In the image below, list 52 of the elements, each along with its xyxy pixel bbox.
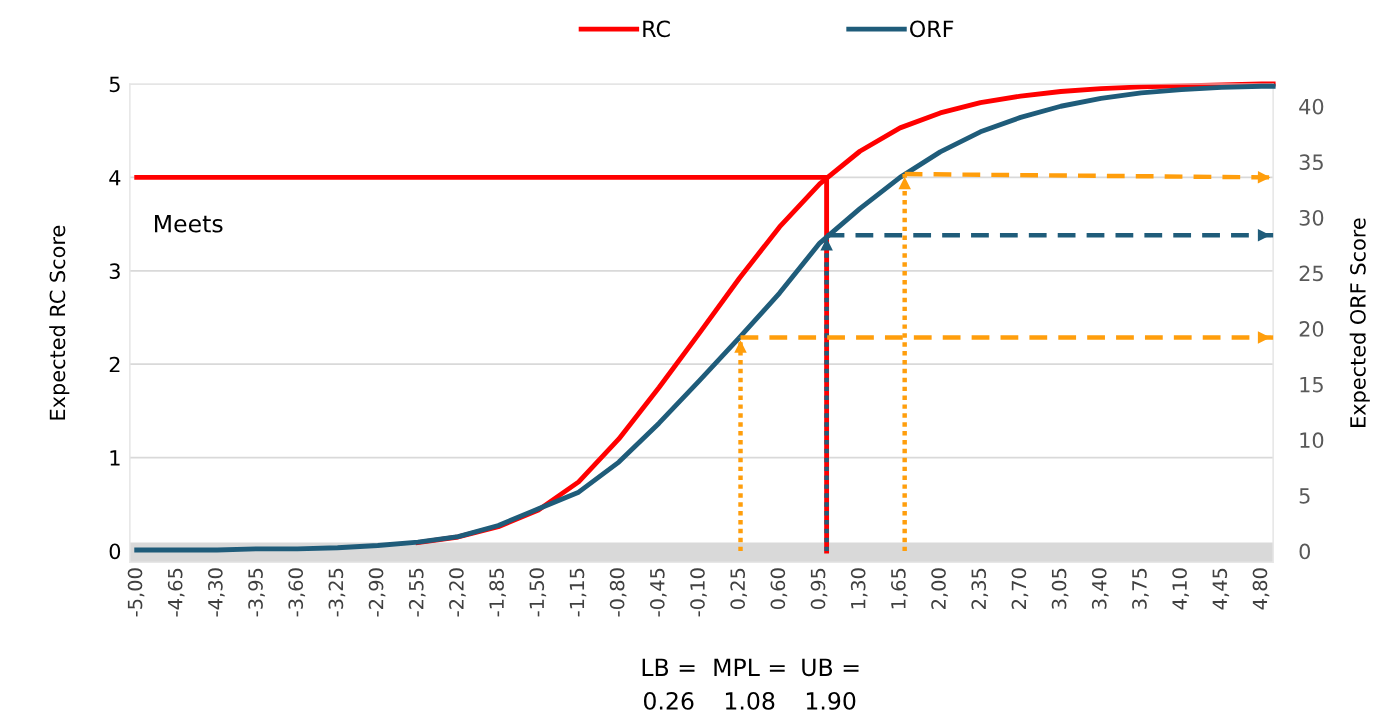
y-tick-label: 3 bbox=[109, 263, 120, 280]
x-tick-label: 2,70 bbox=[1011, 568, 1029, 609]
x-tick-label: 1,30 bbox=[850, 568, 868, 609]
y-tick-label: 5 bbox=[109, 76, 120, 93]
x-tick-label: -2,90 bbox=[368, 568, 386, 617]
y-tick-label: 1 bbox=[110, 450, 120, 466]
x-tick-label: 0,60 bbox=[770, 568, 788, 610]
y2-tick-label: 15 bbox=[1300, 376, 1323, 393]
text: LB = 0.26 bbox=[642, 658, 695, 710]
x-tick-label: 0,25 bbox=[730, 568, 747, 610]
y2-tick-label: 40 bbox=[1299, 98, 1324, 115]
y-axis-title: Expected RC Score bbox=[49, 225, 70, 420]
x-tick-label: -2,55 bbox=[408, 568, 426, 617]
text: UB = 1.90 bbox=[802, 658, 859, 710]
x-tick-label: -3,25 bbox=[328, 568, 346, 617]
x-tick-label: -4,65 bbox=[167, 568, 185, 617]
legend-label: ORF bbox=[910, 20, 954, 38]
x-tick-label: 3,40 bbox=[1091, 568, 1109, 609]
x-tick-label: 1,65 bbox=[891, 568, 908, 609]
y2-tick-label: 5 bbox=[1299, 488, 1310, 504]
x-tick-label: -0,80 bbox=[609, 568, 627, 617]
x-tick-label: -5,00 bbox=[127, 568, 145, 617]
y-tick-label: 0 bbox=[109, 543, 121, 560]
x-tick-label: 4,10 bbox=[1172, 568, 1189, 610]
x-tick-label: 4,45 bbox=[1212, 568, 1230, 610]
x-tick-label: 3,05 bbox=[1051, 568, 1069, 609]
y-tick-label: 2 bbox=[109, 356, 120, 373]
y2-tick-label: 35 bbox=[1299, 154, 1323, 171]
x-tick-label: -4,30 bbox=[208, 568, 225, 617]
y-tick-label: 4 bbox=[109, 170, 121, 186]
x-tick-label: -0,10 bbox=[690, 568, 707, 617]
x-tick-label: 4,80 bbox=[1252, 568, 1270, 610]
annotation: Meets bbox=[155, 215, 223, 233]
x-tick-label: 2,35 bbox=[971, 568, 989, 609]
x-tick-label: 3,75 bbox=[1132, 568, 1149, 609]
x-tick-label: -2,20 bbox=[449, 568, 466, 617]
x-tick-label: -3,60 bbox=[288, 568, 306, 617]
x-tick-label: -0,45 bbox=[649, 568, 667, 617]
x-tick-label: 0,95 bbox=[810, 568, 828, 610]
x-tick-label: -1,50 bbox=[529, 568, 547, 617]
y2-tick-label: 20 bbox=[1299, 321, 1324, 337]
y2-axis-title: Expected ORF Score bbox=[1349, 218, 1370, 427]
y2-tick-label: 25 bbox=[1299, 265, 1323, 282]
y2-tick-label: 0 bbox=[1299, 543, 1311, 560]
text: MPL = 1.08 bbox=[714, 658, 785, 710]
y2-tick-label: 10 bbox=[1300, 432, 1324, 449]
x-tick-label: -3,95 bbox=[248, 568, 265, 617]
legend-label: RC bbox=[643, 20, 670, 38]
y2-tick-label: 30 bbox=[1299, 209, 1324, 226]
x-tick-label: 2,00 bbox=[931, 568, 948, 609]
x-tick-label: -1,15 bbox=[569, 568, 587, 617]
x-tick-label: -1,85 bbox=[489, 568, 506, 617]
